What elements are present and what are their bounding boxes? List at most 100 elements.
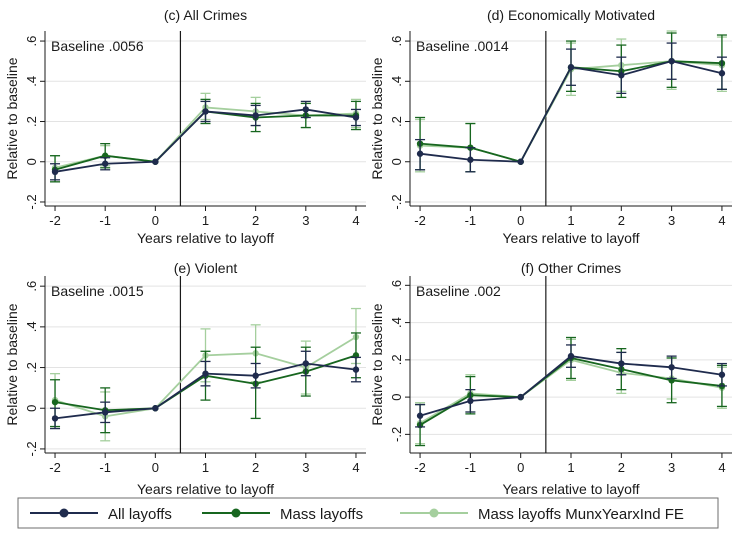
data-point <box>352 366 360 373</box>
legend-item-all-layoffs: All layoffs <box>30 506 172 523</box>
x-tick-label: 1 <box>202 213 209 228</box>
data-point <box>467 397 474 405</box>
x-axis-label: Years relative to layoff <box>137 230 274 246</box>
data-point <box>416 150 424 157</box>
y-axis-label: Relative to baseline <box>4 57 20 179</box>
data-point <box>152 158 159 165</box>
y-tick-label: .4 <box>389 76 404 87</box>
chart-panel: -.2 0 .2 .4 .6 -2 -1 0 1 2 3 4 (f) Other Crimes Basel… <box>369 260 732 497</box>
x-tick-label: 2 <box>618 213 625 228</box>
y-tick-label: 0 <box>389 393 404 400</box>
data-point <box>668 57 675 65</box>
legend-box <box>17 497 719 529</box>
panel-title: (d) Economically Motivated <box>487 7 655 23</box>
y-tick-label: .2 <box>389 354 404 365</box>
x-tick-label: 0 <box>517 213 524 228</box>
x-tick-label: 0 <box>152 213 159 228</box>
series <box>415 42 727 173</box>
x-tick-label: 2 <box>252 213 259 228</box>
x-tick-label: 4 <box>352 460 359 475</box>
x-tick-label: 2 <box>252 460 259 475</box>
legend-label: Mass layoffs MunxYearxInd FE <box>478 506 684 523</box>
x-tick-label: 1 <box>567 460 574 475</box>
data-point <box>517 393 524 401</box>
panel-title: (e) Violent <box>174 260 238 276</box>
data-point <box>302 360 310 367</box>
y-tick-label: .6 <box>389 280 404 291</box>
baseline-annotation: Baseline .0015 <box>51 283 144 299</box>
x-tick-label: 3 <box>668 213 675 228</box>
data-point <box>567 352 575 360</box>
x-tick-label: -1 <box>465 213 477 228</box>
y-tick-label: 0 <box>389 158 404 165</box>
data-point <box>567 64 575 71</box>
x-tick-label: 1 <box>202 460 209 475</box>
y-tick-label: .2 <box>389 116 404 127</box>
data-point <box>352 114 360 121</box>
y-tick-label: .6 <box>24 36 39 47</box>
data-point <box>302 106 310 113</box>
chart-panel: -.2 0 .2 .4 .6 -2 -1 0 1 2 3 4 (c) All Crimes Baselin… <box>4 7 366 246</box>
x-tick-label: 4 <box>718 460 725 475</box>
data-point <box>416 412 424 419</box>
baseline-annotation: Baseline .0056 <box>51 38 144 54</box>
data-point <box>152 405 159 412</box>
data-point <box>51 398 59 406</box>
data-point <box>718 371 726 378</box>
data-point <box>252 112 259 119</box>
x-tick-label: -1 <box>465 460 477 475</box>
series <box>50 100 361 181</box>
data-point <box>101 409 109 416</box>
y-tick-label: .6 <box>24 281 39 292</box>
legend-swatch-marker <box>59 508 69 518</box>
y-tick-label: -.2 <box>24 441 39 456</box>
chart-panel: -.2 0 .2 .4 .6 -2 -1 0 1 2 3 4 (d) Economically Moti… <box>369 7 732 246</box>
data-point <box>51 168 59 176</box>
data-point <box>252 372 259 379</box>
panel-title: (c) All Crimes <box>164 7 247 23</box>
data-point <box>101 160 109 167</box>
legend-label: All layoffs <box>108 506 172 523</box>
legend-item-mass-layoffs-fe: Mass layoffs MunxYearxInd FE <box>400 506 684 523</box>
y-tick-label: -.2 <box>389 194 404 209</box>
legend-label: Mass layoffs <box>280 506 363 523</box>
y-axis-label: Relative to baseline <box>369 57 385 179</box>
baseline-annotation: Baseline .002 <box>416 283 501 299</box>
x-tick-label: 2 <box>618 460 625 475</box>
x-tick-label: -2 <box>414 460 426 475</box>
y-axis-label: Relative to baseline <box>369 303 385 425</box>
x-tick-label: 0 <box>517 460 524 475</box>
series <box>415 344 727 428</box>
y-tick-label: .2 <box>24 116 39 127</box>
data-point <box>467 156 474 163</box>
data-point <box>517 158 524 165</box>
y-tick-label: -.2 <box>389 427 404 442</box>
x-tick-label: 4 <box>352 213 359 228</box>
data-point <box>202 370 209 377</box>
x-axis-label: Years relative to layoff <box>503 481 640 497</box>
data-point <box>618 360 625 367</box>
x-tick-label: 3 <box>302 213 309 228</box>
y-tick-label: .4 <box>389 317 404 328</box>
x-tick-label: -2 <box>49 460 61 475</box>
x-tick-label: 3 <box>668 460 675 475</box>
y-tick-label: 0 <box>24 158 39 165</box>
y-tick-label: 0 <box>24 405 39 412</box>
data-point <box>202 108 209 115</box>
y-axis-label: Relative to baseline <box>4 303 20 425</box>
chart-panel: -.2 0 .2 .4 .6 -2 -1 0 1 2 3 4 (e) Violent Baseline .… <box>4 260 366 497</box>
y-tick-label: .2 <box>24 362 39 373</box>
legend-swatch-marker <box>429 508 439 518</box>
x-tick-label: 1 <box>567 213 574 228</box>
data-point <box>718 70 726 77</box>
y-tick-label: .4 <box>24 76 39 87</box>
data-point <box>51 415 59 422</box>
x-tick-label: -2 <box>49 213 61 228</box>
legend: All layoffs Mass layoffs Mass layoffs Mu… <box>17 497 719 529</box>
baseline-annotation: Baseline .0014 <box>416 38 509 54</box>
x-tick-label: -1 <box>99 213 111 228</box>
x-tick-label: 3 <box>302 460 309 475</box>
series <box>50 350 361 430</box>
x-tick-label: 0 <box>152 460 159 475</box>
